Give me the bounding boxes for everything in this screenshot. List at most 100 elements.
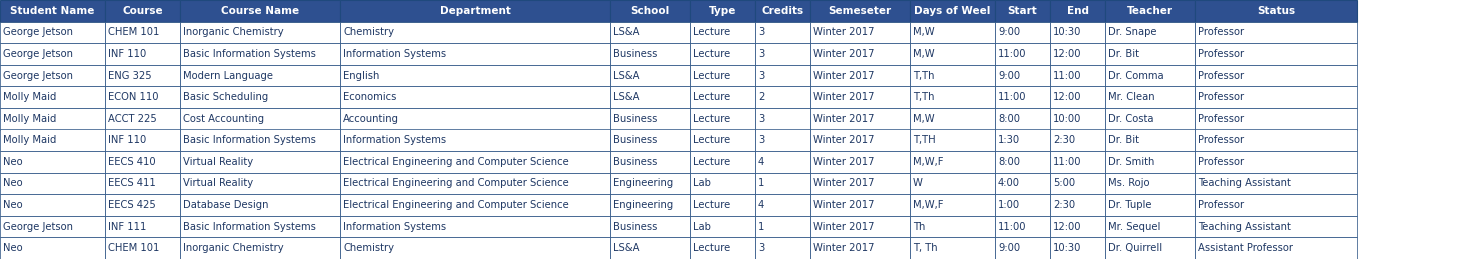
Text: M,W: M,W	[913, 114, 935, 124]
Text: Chemistry: Chemistry	[343, 243, 394, 253]
Text: Professor: Professor	[1198, 92, 1244, 102]
Text: Lecture: Lecture	[693, 157, 730, 167]
Text: Assistant Professor: Assistant Professor	[1198, 243, 1292, 253]
Text: Th: Th	[913, 222, 926, 232]
Text: 1: 1	[758, 222, 764, 232]
Bar	[1105, 151, 1195, 173]
Bar	[340, 151, 609, 173]
Text: 4: 4	[758, 157, 764, 167]
Text: M,W,F: M,W,F	[913, 157, 944, 167]
Bar	[1050, 130, 1105, 151]
Text: Ms. Rojo: Ms. Rojo	[1108, 178, 1150, 189]
Text: Molly Maid: Molly Maid	[3, 92, 56, 102]
Bar	[340, 43, 609, 65]
Text: Winter 2017: Winter 2017	[813, 243, 874, 253]
Text: 5:00: 5:00	[1052, 178, 1075, 189]
Bar	[1105, 0, 1195, 21]
Bar	[995, 65, 1050, 86]
Text: Winter 2017: Winter 2017	[813, 27, 874, 37]
Text: 3: 3	[758, 243, 764, 253]
Bar	[0, 238, 105, 259]
Bar	[910, 216, 995, 238]
Bar	[1050, 151, 1105, 173]
Bar	[910, 43, 995, 65]
Bar	[0, 216, 105, 238]
Text: Dr. Quirrell: Dr. Quirrell	[1108, 243, 1161, 253]
Text: 2: 2	[758, 92, 764, 102]
Text: 4: 4	[758, 200, 764, 210]
Text: Dr. Bit: Dr. Bit	[1108, 49, 1139, 59]
Text: Course Name: Course Name	[221, 6, 299, 16]
Bar	[0, 194, 105, 216]
Text: Basic Scheduling: Basic Scheduling	[183, 92, 268, 102]
Text: Business: Business	[612, 222, 658, 232]
Text: Electrical Engineering and Computer Science: Electrical Engineering and Computer Scie…	[343, 200, 568, 210]
Text: LS&A: LS&A	[612, 27, 639, 37]
Bar	[995, 86, 1050, 108]
Bar	[1050, 86, 1105, 108]
Text: Engineering: Engineering	[612, 178, 673, 189]
Text: Virtual Reality: Virtual Reality	[183, 178, 253, 189]
Bar	[1195, 151, 1357, 173]
Bar	[1195, 65, 1357, 86]
Bar	[1195, 194, 1357, 216]
Bar	[995, 238, 1050, 259]
Bar	[180, 65, 340, 86]
Text: 11:00: 11:00	[998, 49, 1026, 59]
Bar	[1105, 130, 1195, 151]
Text: Lecture: Lecture	[693, 70, 730, 81]
Text: T,Th: T,Th	[913, 92, 935, 102]
Text: Winter 2017: Winter 2017	[813, 222, 874, 232]
Text: Course: Course	[122, 6, 163, 16]
Bar	[340, 21, 609, 43]
Bar	[609, 194, 690, 216]
Bar	[1195, 238, 1357, 259]
Bar	[1050, 173, 1105, 194]
Text: Winter 2017: Winter 2017	[813, 70, 874, 81]
Bar	[690, 130, 755, 151]
Bar	[609, 21, 690, 43]
Text: Mr. Clean: Mr. Clean	[1108, 92, 1154, 102]
Bar	[0, 173, 105, 194]
Bar	[609, 108, 690, 130]
Bar	[609, 65, 690, 86]
Bar	[995, 130, 1050, 151]
Text: English: English	[343, 70, 380, 81]
Bar	[1050, 21, 1105, 43]
Text: Basic Information Systems: Basic Information Systems	[183, 135, 316, 145]
Bar	[1050, 216, 1105, 238]
Bar	[810, 108, 910, 130]
Bar	[690, 0, 755, 21]
Text: Business: Business	[612, 135, 658, 145]
Bar	[105, 151, 180, 173]
Text: Mr. Sequel: Mr. Sequel	[1108, 222, 1160, 232]
Text: Information Systems: Information Systems	[343, 135, 446, 145]
Text: 9:00: 9:00	[998, 70, 1020, 81]
Text: Electrical Engineering and Computer Science: Electrical Engineering and Computer Scie…	[343, 178, 568, 189]
Text: Winter 2017: Winter 2017	[813, 92, 874, 102]
Bar	[755, 65, 810, 86]
Text: Dr. Snape: Dr. Snape	[1108, 27, 1157, 37]
Bar	[995, 151, 1050, 173]
Bar	[340, 65, 609, 86]
Text: Neo: Neo	[3, 200, 22, 210]
Bar	[0, 130, 105, 151]
Text: Lecture: Lecture	[693, 27, 730, 37]
Text: Business: Business	[612, 157, 658, 167]
Text: Information Systems: Information Systems	[343, 222, 446, 232]
Bar	[609, 43, 690, 65]
Text: EECS 411: EECS 411	[107, 178, 156, 189]
Text: 4:00: 4:00	[998, 178, 1020, 189]
Text: Lab: Lab	[693, 178, 711, 189]
Text: 3: 3	[758, 114, 764, 124]
Bar	[0, 86, 105, 108]
Text: Winter 2017: Winter 2017	[813, 178, 874, 189]
Text: 12:00: 12:00	[1052, 92, 1082, 102]
Text: Credits: Credits	[761, 6, 804, 16]
Text: Electrical Engineering and Computer Science: Electrical Engineering and Computer Scie…	[343, 157, 568, 167]
Bar	[609, 0, 690, 21]
Bar	[609, 173, 690, 194]
Text: Winter 2017: Winter 2017	[813, 49, 874, 59]
Bar	[609, 130, 690, 151]
Text: CHEM 101: CHEM 101	[107, 27, 159, 37]
